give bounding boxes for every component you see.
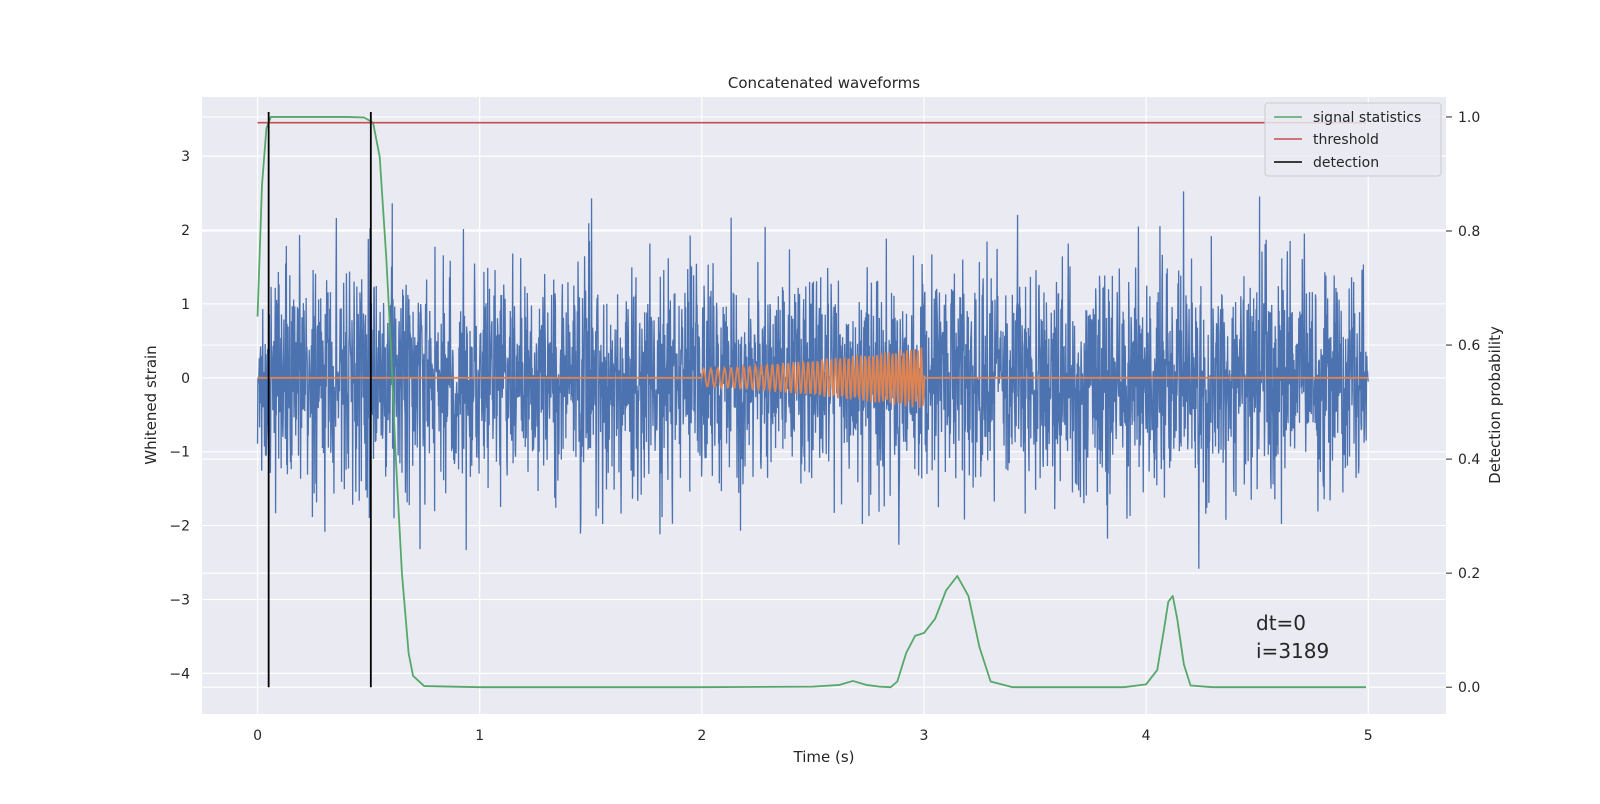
signal-statistics-line: [256, 116, 1367, 689]
annotation-i: i=3189: [1256, 639, 1329, 663]
x-tick-label: 4: [1142, 728, 1151, 744]
legend-label-signal-statistics: signal statistics: [1313, 110, 1421, 126]
annotation-dt: dt=0: [1256, 611, 1306, 635]
legend-label-detection: detection: [1313, 155, 1379, 171]
chart-title: Concatenated waveforms: [728, 74, 920, 92]
y-tick-label: 3: [181, 149, 190, 165]
y-tick-label: −1: [169, 445, 190, 461]
y-tick-label: 0: [181, 371, 190, 387]
y2-tick-label: 0.8: [1458, 224, 1480, 240]
chirp-series-line: [257, 347, 1369, 409]
y2-tick-label: 0.4: [1458, 452, 1480, 468]
x-tick-label: 1: [475, 728, 484, 744]
y2-tick-label: 0.6: [1458, 338, 1480, 354]
y2-tick-label: 1.0: [1458, 110, 1480, 126]
legend-label-threshold: threshold: [1313, 132, 1379, 148]
y-tick-label: 2: [181, 223, 190, 239]
y2-axis-label: Detection probability: [1486, 326, 1504, 484]
data-layer: [256, 111, 1369, 689]
x-tick-label: 2: [697, 728, 706, 744]
y-axis-label: Whitened strain: [142, 345, 160, 464]
y2-tick-label: 0.0: [1458, 680, 1480, 696]
x-axis-label: Time (s): [793, 748, 855, 766]
y-tick-label: −3: [169, 592, 190, 608]
tick-layer: 0 1 2 3 4 5 3 2 1 0 −1 −2 −3 −4 1.0 0.8 0.6 0.4 0.2 0.0: [169, 110, 1480, 744]
x-tick-label: 3: [920, 728, 929, 744]
y-tick-label: −2: [169, 519, 190, 535]
y2-tick-label: 0.2: [1458, 566, 1480, 582]
y-tick-label: 1: [181, 297, 190, 313]
noise-series-line: [256, 191, 1369, 569]
legend: signal statistics threshold detection: [1264, 102, 1442, 177]
x-tick-label: 0: [253, 728, 262, 744]
legend-box: [1264, 102, 1442, 177]
y-tick-label: −4: [169, 666, 190, 682]
x-tick-label: 5: [1364, 728, 1373, 744]
